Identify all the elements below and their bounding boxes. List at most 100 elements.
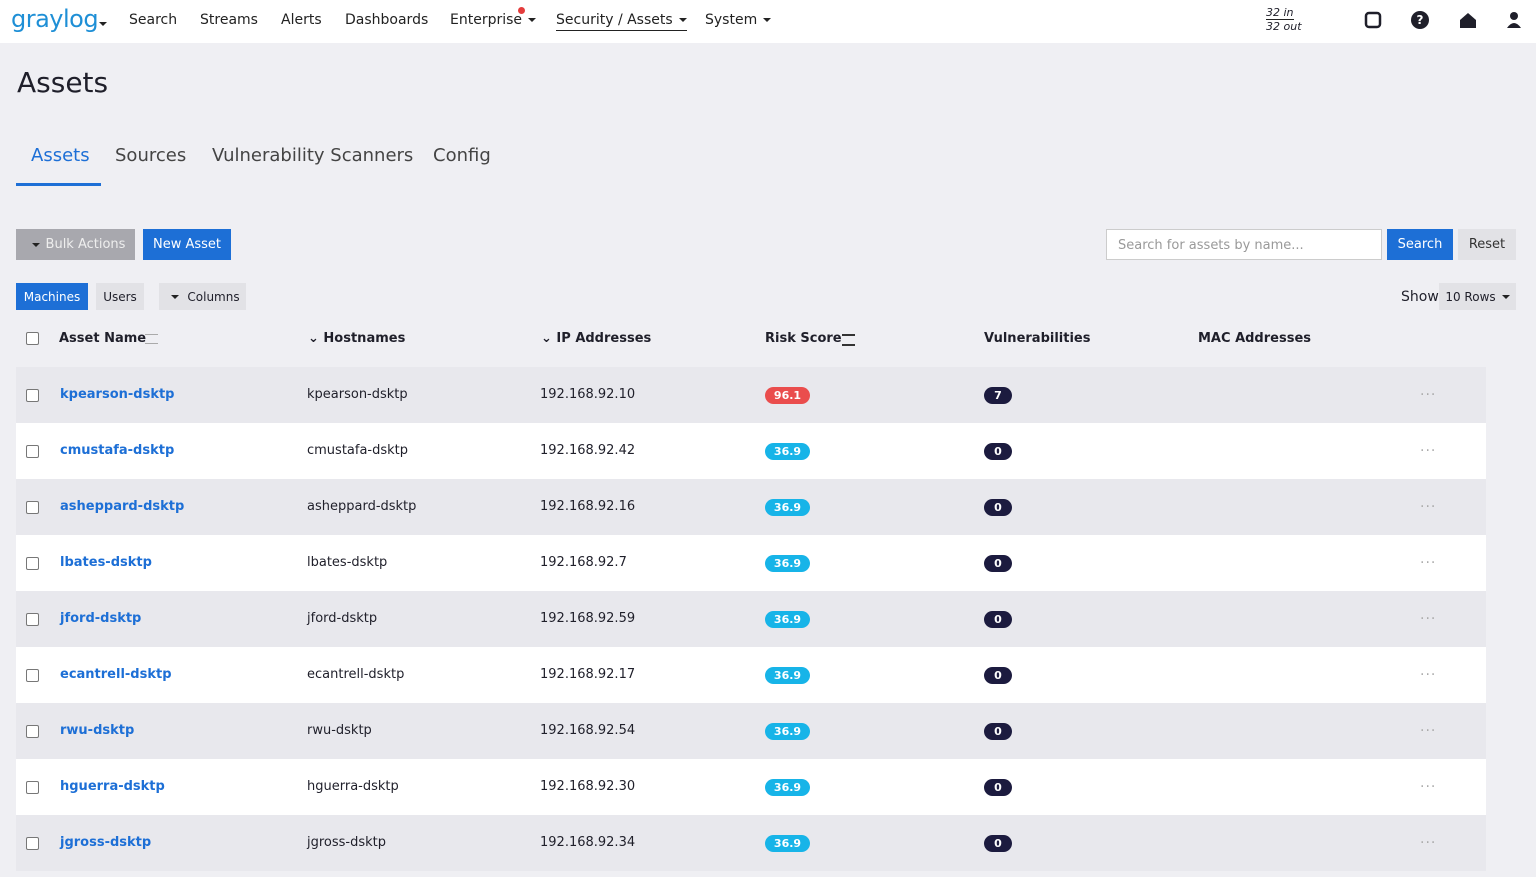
column-header[interactable]: ⌄ IP Addresses — [541, 331, 652, 346]
row-actions[interactable]: ··· — [1420, 499, 1437, 515]
column-header[interactable]: ⌄ Hostnames — [308, 331, 406, 346]
table-row: asheppard-dsktp asheppard-dsktp 192.168.92… — [16, 479, 1486, 535]
reset-button[interactable]: Reset — [1458, 229, 1516, 260]
risk-score: 36.9 — [765, 723, 810, 740]
home-icon[interactable] — [1460, 13, 1476, 28]
vulnerability-count: 0 — [984, 499, 1012, 516]
search-button[interactable]: Search — [1387, 229, 1453, 260]
ip-address: 192.168.92.59 — [540, 611, 636, 626]
row-actions[interactable]: ··· — [1420, 723, 1437, 739]
edit-icon[interactable] — [1364, 11, 1382, 29]
search-input[interactable]: Search for assets by name... — [1106, 229, 1382, 260]
row-actions[interactable]: ··· — [1420, 667, 1437, 683]
row-checkbox[interactable] — [26, 669, 39, 682]
button-label: Bulk Actions — [45, 237, 126, 252]
row-actions[interactable]: ··· — [1420, 555, 1437, 571]
help-icon[interactable] — [1411, 11, 1429, 29]
ip-address: 192.168.92.34 — [540, 835, 636, 850]
row-checkbox[interactable] — [26, 781, 39, 794]
row-actions[interactable]: ··· — [1420, 611, 1437, 627]
vulnerability-count: 0 — [984, 667, 1012, 684]
asset-link[interactable]: asheppard-dsktp — [60, 499, 185, 514]
table-row: cmustafa-dsktp cmustafa-dsktp 192.168.92.4… — [16, 423, 1486, 479]
nav-item[interactable]: Alerts — [281, 12, 322, 28]
asset-link[interactable]: kpearson-dsktp — [60, 387, 175, 402]
column-title: Hostnames — [323, 331, 406, 346]
select-all-checkbox[interactable] — [26, 332, 39, 345]
table-row: hguerra-dsktp hguerra-dsktp 192.168.92.30 3… — [16, 759, 1486, 815]
row-actions[interactable]: ··· — [1420, 779, 1437, 795]
asset-link[interactable]: rwu-dsktp — [60, 723, 135, 738]
row-checkbox[interactable] — [26, 557, 39, 570]
asset-link[interactable]: cmustafa-dsktp — [60, 443, 175, 458]
asset-link[interactable]: hguerra-dsktp — [60, 779, 165, 794]
tab[interactable]: Vulnerability Scanners — [212, 145, 414, 166]
tab-underline — [16, 183, 101, 186]
logo-menu[interactable] — [93, 13, 107, 32]
rows-select[interactable]: 10 Rows — [1439, 283, 1516, 310]
row-checkbox[interactable] — [26, 725, 39, 738]
new-asset-button[interactable]: New Asset — [143, 229, 231, 260]
logo[interactable]: graylog — [11, 5, 99, 33]
throughput-out: 32 out — [1266, 20, 1302, 33]
nav-item[interactable]: Security / Assets — [556, 12, 687, 31]
asset-link[interactable]: ecantrell-dsktp — [60, 667, 172, 682]
hostname: jford-dsktp — [307, 611, 378, 626]
users-toggle[interactable]: Users — [96, 283, 144, 310]
sort-icon[interactable] — [842, 334, 855, 346]
vulnerability-count: 0 — [984, 443, 1012, 460]
nav-item[interactable]: Search — [129, 12, 178, 28]
button-label: Columns — [187, 289, 240, 304]
columns-button[interactable]: Columns — [159, 283, 246, 310]
risk-score: 36.9 — [765, 555, 810, 572]
page-title: Assets — [17, 66, 109, 99]
nav-item[interactable]: Streams — [200, 12, 258, 28]
sort-icon[interactable] — [145, 334, 158, 344]
column-header[interactable]: Asset Name — [59, 331, 147, 346]
svg-text:?: ? — [1417, 13, 1424, 27]
vulnerability-count: 0 — [984, 835, 1012, 852]
nav-item[interactable]: Dashboards — [345, 12, 429, 28]
risk-score: 36.9 — [765, 499, 810, 516]
hostname: jgross-dsktp — [307, 835, 387, 850]
row-checkbox[interactable] — [26, 501, 39, 514]
row-checkbox[interactable] — [26, 389, 39, 402]
asset-link[interactable]: jgross-dsktp — [60, 835, 152, 850]
nav-item[interactable]: Enterprise — [450, 12, 536, 28]
asset-link[interactable]: lbates-dsktp — [60, 555, 152, 570]
vulnerability-count: 0 — [984, 723, 1012, 740]
bulk-actions-button[interactable]: Bulk Actions — [16, 229, 135, 260]
risk-score: 36.9 — [765, 611, 810, 628]
tab[interactable]: Config — [433, 145, 491, 166]
tab-active[interactable]: Assets — [31, 145, 90, 166]
ip-address: 192.168.92.16 — [540, 499, 636, 514]
hostname: hguerra-dsktp — [307, 779, 399, 794]
row-actions[interactable]: ··· — [1420, 443, 1437, 459]
nav-item[interactable]: System — [705, 12, 771, 28]
row-checkbox[interactable] — [26, 837, 39, 850]
risk-score: 36.9 — [765, 835, 810, 852]
row-actions[interactable]: ··· — [1420, 387, 1437, 403]
machines-toggle[interactable]: Machines — [16, 283, 88, 310]
nav-bar: graylog Search Streams Alerts Dashboards… — [0, 0, 1536, 43]
column-header[interactable]: MAC Addresses — [1198, 331, 1311, 346]
row-actions[interactable]: ··· — [1420, 835, 1437, 851]
ip-address: 192.168.92.30 — [540, 779, 636, 794]
table-row: lbates-dsktp lbates-dsktp 192.168.92.7 36.9… — [16, 535, 1486, 591]
vulnerability-count: 0 — [984, 555, 1012, 572]
ip-address: 192.168.92.54 — [540, 723, 636, 738]
vulnerability-count: 0 — [984, 779, 1012, 796]
table-row: kpearson-dsktp kpearson-dsktp 192.168.92.1… — [16, 367, 1486, 423]
row-checkbox[interactable] — [26, 445, 39, 458]
asset-link[interactable]: jford-dsktp — [60, 611, 142, 626]
tab[interactable]: Sources — [115, 145, 187, 166]
hostname: ecantrell-dsktp — [307, 667, 405, 682]
user-icon[interactable] — [1510, 12, 1518, 20]
row-checkbox[interactable] — [26, 613, 39, 626]
column-header[interactable]: Risk Score — [765, 331, 842, 346]
ip-address: 192.168.92.7 — [540, 555, 627, 570]
throughput-in: 32 in — [1266, 6, 1294, 20]
table-row: rwu-dsktp rwu-dsktp 192.168.92.54 36.9 0 ··· — [16, 703, 1486, 759]
column-header[interactable]: Vulnerabilities — [984, 331, 1091, 346]
